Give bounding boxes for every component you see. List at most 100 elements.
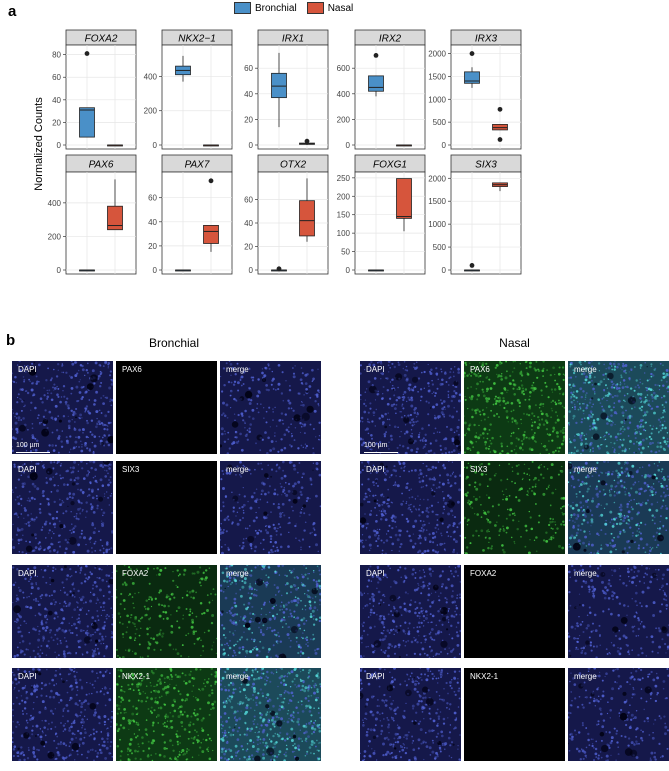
cell-nucleus bbox=[211, 706, 215, 710]
cell-nucleus bbox=[545, 427, 549, 431]
cell-nucleus bbox=[318, 730, 321, 733]
cell-nucleus bbox=[171, 744, 174, 747]
cell-nucleus bbox=[43, 549, 46, 552]
cell-nucleus bbox=[543, 444, 547, 448]
cell-nucleus bbox=[395, 403, 398, 406]
cell-nucleus bbox=[285, 428, 289, 432]
cell-nucleus bbox=[305, 737, 308, 740]
cell-nucleus bbox=[475, 387, 478, 390]
cell-nucleus bbox=[297, 496, 301, 500]
cell-nucleus bbox=[492, 403, 495, 406]
cell-nucleus bbox=[519, 371, 523, 375]
cell-nucleus bbox=[221, 721, 224, 723]
cell-nucleus bbox=[286, 673, 289, 675]
cell-nucleus bbox=[570, 391, 573, 394]
cell-nucleus bbox=[136, 683, 138, 686]
cell-nucleus bbox=[642, 414, 645, 417]
cell-nucleus bbox=[28, 580, 30, 583]
cell-nucleus bbox=[663, 395, 666, 398]
cell-nucleus bbox=[29, 718, 32, 721]
cell-nucleus bbox=[284, 683, 288, 687]
cell-nucleus bbox=[204, 685, 206, 688]
cell-nucleus bbox=[223, 383, 226, 387]
cell-nucleus bbox=[464, 421, 467, 425]
cell-nucleus bbox=[235, 723, 237, 726]
cell-nucleus bbox=[239, 690, 242, 693]
cell-nucleus bbox=[12, 408, 13, 411]
cell-nucleus bbox=[181, 749, 185, 752]
cell-nucleus bbox=[110, 607, 112, 609]
cell-nucleus bbox=[274, 720, 277, 723]
cell-nucleus bbox=[22, 417, 25, 420]
cell-nucleus bbox=[423, 445, 426, 448]
cell-nucleus bbox=[28, 670, 31, 673]
cell-nucleus bbox=[278, 574, 281, 576]
cell-nucleus bbox=[638, 397, 642, 400]
cell-nucleus bbox=[75, 653, 77, 655]
cell-nucleus bbox=[613, 442, 616, 445]
cell-nucleus bbox=[548, 440, 550, 442]
cell-nucleus bbox=[521, 392, 523, 394]
cell-nucleus bbox=[75, 416, 77, 419]
cell-nucleus bbox=[464, 361, 467, 365]
cell-nucleus bbox=[264, 492, 267, 496]
cell-nucleus bbox=[47, 503, 50, 506]
cell-nucleus bbox=[490, 409, 492, 412]
cell-nucleus bbox=[253, 715, 256, 718]
cell-nucleus bbox=[591, 413, 594, 416]
cell-nucleus bbox=[24, 685, 27, 687]
cell-nucleus bbox=[13, 605, 21, 614]
cell-nucleus bbox=[266, 679, 268, 682]
cell-nucleus bbox=[517, 438, 520, 441]
cell-nucleus bbox=[303, 394, 305, 396]
cell-nucleus bbox=[443, 372, 447, 375]
cell-nucleus bbox=[191, 589, 195, 593]
cell-nucleus bbox=[556, 446, 559, 450]
cell-nucleus bbox=[40, 461, 43, 462]
cell-nucleus bbox=[278, 704, 281, 708]
cell-nucleus bbox=[236, 465, 239, 468]
cell-nucleus bbox=[91, 551, 93, 553]
cell-nucleus bbox=[69, 590, 72, 593]
cell-nucleus bbox=[483, 427, 487, 431]
cell-nucleus bbox=[306, 496, 310, 500]
cell-nucleus bbox=[602, 409, 606, 413]
cell-nucleus bbox=[300, 493, 303, 496]
cell-nucleus bbox=[153, 568, 155, 570]
cell-nucleus bbox=[650, 432, 653, 435]
cell-nucleus bbox=[194, 729, 196, 732]
cell-nucleus bbox=[56, 385, 58, 388]
cell-nucleus bbox=[38, 549, 40, 551]
cell-nucleus bbox=[23, 758, 26, 761]
cell-nucleus bbox=[617, 399, 621, 403]
cell-nucleus bbox=[163, 746, 167, 750]
cell-nucleus bbox=[402, 367, 405, 370]
cell-nucleus bbox=[236, 362, 239, 365]
cell-nucleus bbox=[660, 379, 663, 382]
cell-nucleus bbox=[301, 423, 304, 426]
cell-nucleus bbox=[42, 494, 45, 498]
cell-nucleus bbox=[464, 371, 466, 375]
cell-nucleus bbox=[187, 737, 190, 740]
cell-nucleus bbox=[410, 396, 413, 400]
cell-nucleus bbox=[236, 730, 239, 733]
cell-nucleus bbox=[274, 732, 277, 735]
cell-nucleus bbox=[285, 623, 287, 625]
cell-nucleus bbox=[453, 431, 456, 434]
cell-nucleus bbox=[391, 519, 395, 523]
cell-nucleus bbox=[227, 515, 230, 518]
cell-nucleus bbox=[221, 676, 225, 680]
cell-nucleus bbox=[661, 424, 664, 427]
cell-nucleus bbox=[273, 584, 276, 586]
cell-nucleus bbox=[437, 378, 439, 380]
cell-nucleus bbox=[419, 388, 423, 391]
cell-nucleus bbox=[516, 398, 520, 402]
cell-nucleus bbox=[119, 738, 121, 741]
cell-nucleus bbox=[518, 405, 521, 408]
cell-nucleus bbox=[68, 651, 71, 654]
cell-nucleus bbox=[79, 488, 83, 492]
cell-nucleus bbox=[12, 583, 16, 587]
cell-nucleus bbox=[184, 674, 187, 677]
cell-nucleus bbox=[482, 412, 486, 416]
cell-nucleus bbox=[304, 584, 307, 587]
